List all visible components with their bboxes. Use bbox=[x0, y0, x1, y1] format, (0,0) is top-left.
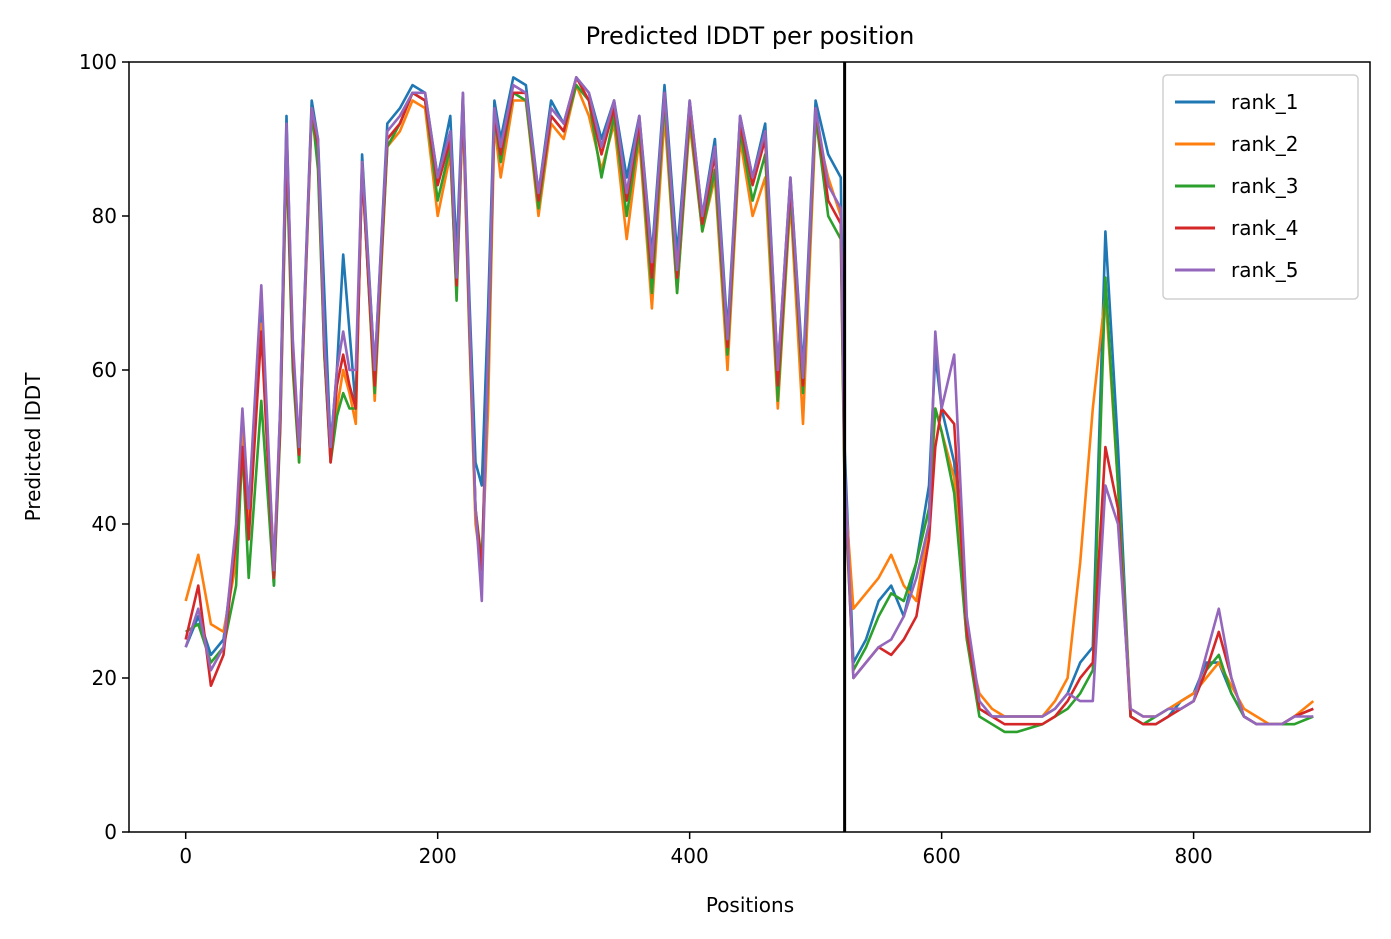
x-axis-label: Positions bbox=[706, 893, 794, 917]
series-line-rank_5 bbox=[184, 76, 1314, 726]
x-axis-ticks: 0 200 400 600 800 bbox=[179, 832, 1213, 868]
y-tick-label: 20 bbox=[92, 666, 117, 690]
y-tick-label: 0 bbox=[104, 820, 117, 844]
y-tick-label: 80 bbox=[92, 204, 117, 228]
legend-box bbox=[1162, 74, 1359, 300]
y-tick-label: 60 bbox=[92, 358, 117, 382]
y-axis-label: Predicted lDDT bbox=[21, 372, 45, 522]
x-tick-label: 200 bbox=[419, 844, 457, 868]
legend-label-rank_5: rank_5 bbox=[1231, 258, 1298, 282]
legend-label-rank_4: rank_4 bbox=[1231, 216, 1298, 240]
plot-frame bbox=[128, 61, 1371, 833]
x-tick-label: 600 bbox=[923, 844, 961, 868]
y-tick-label: 40 bbox=[92, 512, 117, 536]
legend-label-rank_2: rank_2 bbox=[1231, 132, 1298, 156]
legend: rank_1 rank_2 rank_3 rank_4 rank_5 bbox=[1162, 74, 1359, 300]
y-axis-ticks: 0 20 40 60 80 100 bbox=[79, 50, 129, 844]
legend-label-rank_3: rank_3 bbox=[1231, 174, 1298, 198]
legend-label-rank_1: rank_1 bbox=[1231, 90, 1298, 114]
series-line-rank_4 bbox=[184, 76, 1314, 726]
chart-title: Predicted lDDT per position bbox=[586, 22, 915, 50]
x-tick-label: 400 bbox=[671, 844, 709, 868]
plot-lines bbox=[184, 76, 1315, 734]
y-tick-label: 100 bbox=[79, 50, 117, 74]
x-tick-label: 800 bbox=[1175, 844, 1213, 868]
x-tick-label: 0 bbox=[179, 844, 192, 868]
